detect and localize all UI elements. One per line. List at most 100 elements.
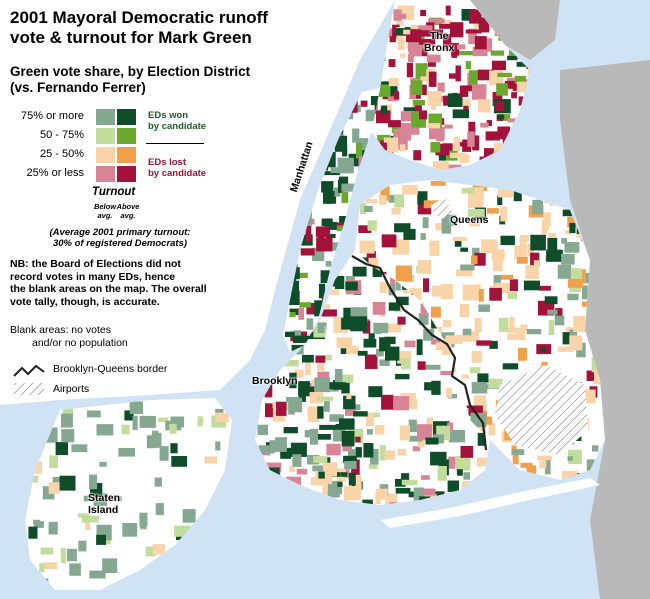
election-district (425, 364, 441, 370)
election-district (374, 425, 385, 435)
title-line-2: vote & turnout for Mark Green (10, 28, 252, 47)
election-district (368, 333, 375, 345)
election-district (280, 447, 291, 459)
swatch-25-above (117, 166, 136, 182)
election-district (159, 446, 169, 461)
election-district (89, 474, 98, 490)
election-district (34, 521, 44, 528)
election-district (423, 200, 440, 209)
election-district (365, 109, 379, 122)
election-district (432, 29, 443, 39)
election-district (431, 491, 445, 497)
election-district (364, 354, 378, 370)
swatch-50-75-below (96, 128, 115, 144)
election-district (462, 331, 479, 342)
election-district (169, 423, 177, 434)
election-district (428, 18, 445, 24)
election-district (444, 214, 457, 226)
election-district (397, 316, 406, 325)
election-district (96, 534, 106, 545)
election-district (532, 199, 543, 215)
election-district (461, 374, 469, 379)
election-district (414, 102, 422, 112)
election-district (313, 456, 328, 463)
election-district (460, 264, 475, 271)
election-district (442, 319, 452, 328)
election-district (431, 285, 443, 297)
election-district (493, 275, 501, 290)
swatch-25-below (96, 166, 115, 182)
election-district (463, 105, 469, 113)
election-district (477, 432, 486, 446)
election-district (408, 53, 414, 63)
election-district (61, 413, 73, 428)
election-district (379, 195, 387, 205)
election-district (416, 30, 433, 37)
election-district (334, 369, 343, 385)
election-district (48, 521, 58, 535)
bronx-label: The Bronx (424, 30, 454, 54)
election-district (470, 255, 478, 265)
election-district (398, 123, 412, 136)
election-district (337, 157, 354, 174)
election-district (480, 122, 489, 128)
election-district (293, 335, 310, 343)
election-district (506, 327, 523, 333)
election-district (418, 25, 433, 34)
election-district (421, 475, 430, 480)
election-district (495, 101, 505, 112)
election-district (430, 181, 446, 186)
election-district (491, 60, 506, 71)
election-district (476, 340, 492, 346)
election-district (448, 429, 466, 443)
election-district (71, 444, 88, 453)
election-district (395, 282, 401, 291)
election-district (507, 292, 518, 300)
election-district (319, 424, 337, 430)
blank-line-1: Blank areas: no votes (10, 324, 111, 336)
election-district (487, 208, 499, 214)
election-district (462, 85, 476, 92)
election-district (341, 317, 353, 330)
election-district (423, 278, 429, 293)
election-district (459, 154, 470, 163)
election-district (461, 98, 471, 107)
election-district (561, 238, 567, 244)
election-district (152, 544, 166, 555)
election-district (323, 191, 332, 204)
election-district (430, 451, 447, 466)
election-district (453, 236, 467, 242)
election-district (485, 131, 500, 141)
election-district (320, 309, 337, 317)
election-district (412, 99, 425, 106)
election-district (399, 425, 410, 441)
election-district (455, 456, 471, 471)
election-district (395, 487, 411, 494)
election-district (309, 392, 324, 404)
legend-label-50-75: 50 - 75% (39, 129, 84, 141)
election-district (547, 309, 558, 315)
election-district (368, 257, 379, 269)
election-district (425, 437, 439, 445)
election-district (533, 260, 539, 266)
election-district (360, 150, 367, 157)
eds-lost-label: EDs lost by candidate (148, 157, 206, 179)
election-district (462, 139, 472, 152)
election-district (474, 284, 481, 296)
election-district (388, 59, 396, 67)
election-district (334, 275, 345, 290)
election-district (443, 95, 449, 106)
eds-lost-line-1: EDs lost (148, 157, 187, 168)
map-title: 2001 Mayoral Democratic runoff vote & tu… (10, 8, 268, 48)
election-district (519, 234, 529, 242)
election-district (124, 410, 134, 421)
election-district (393, 9, 402, 21)
election-district (539, 460, 547, 469)
election-district (407, 42, 423, 52)
election-district (581, 285, 588, 300)
election-district (391, 122, 401, 133)
election-district (368, 463, 378, 469)
election-district (334, 187, 341, 197)
